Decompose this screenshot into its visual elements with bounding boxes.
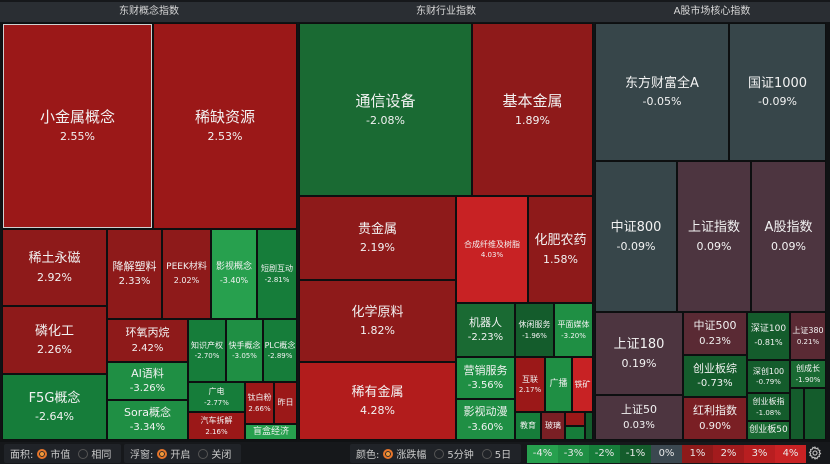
tile-core[interactable] [790, 388, 804, 440]
tile-industry[interactable] [565, 426, 585, 440]
color-option-change[interactable]: 涨跌幅 [383, 446, 426, 461]
tile-concept[interactable]: 环氧丙烷 2.42% [107, 319, 188, 362]
legend-item: -2% [589, 445, 620, 463]
tile-core[interactable]: 红利指数 0.90% [683, 397, 747, 440]
tile-core[interactable]: 深创100 -0.79% [747, 360, 790, 393]
tile-industry[interactable]: 贵金属 2.19% [299, 196, 456, 280]
legend-item: -4% [527, 445, 558, 463]
float-option-off[interactable]: 关闭 [198, 446, 231, 461]
legend-item: 0% [651, 445, 682, 463]
tile-industry[interactable]: 教育 [515, 412, 541, 440]
tile-concept[interactable]: PEEK材料 2.02% [162, 229, 211, 319]
color-legend: -4% -3% -2% -1% 0% 1% 2% 3% 4% [527, 445, 806, 463]
tile-industry[interactable]: 平面媒体 -3.20% [554, 303, 593, 357]
area-label: 面积: [10, 450, 34, 461]
tile-core[interactable]: 创业板50 [747, 421, 790, 440]
tile-industry[interactable]: 通信设备 -2.08% [299, 23, 472, 196]
tile-industry[interactable]: 影视动漫 -3.60% [456, 399, 515, 440]
footer-toolbar: 面积: 市值 相同 浮窗: 开启 关闭 颜色: 涨跌幅 5分钟 5日 -4% -… [0, 443, 830, 464]
tile-concept[interactable]: 稀土永磁 2.92% [2, 229, 107, 306]
radio-icon[interactable] [78, 448, 89, 459]
panel-title: 东财行业指数 [298, 2, 594, 22]
tile-concept[interactable]: 知识产权 -2.70% [188, 319, 226, 382]
legend-item: -1% [620, 445, 651, 463]
radio-icon[interactable] [481, 448, 492, 459]
tile-industry[interactable]: 广播 [545, 357, 572, 412]
tile-concept[interactable]: Sora概念 -3.34% [107, 400, 188, 440]
tile-industry[interactable]: 稀有金属 4.28% [299, 362, 456, 440]
legend-item: 4% [775, 445, 806, 463]
gear-icon[interactable] [808, 445, 822, 461]
tile-concept[interactable]: F5G概念 -2.64% [2, 374, 107, 440]
tile-industry[interactable] [585, 412, 593, 440]
tile-industry[interactable] [565, 412, 585, 426]
tile-industry[interactable]: 休闲服务 -1.96% [515, 303, 554, 357]
radio-icon[interactable] [198, 448, 209, 459]
tile-core[interactable]: 深证100 -0.81% [747, 312, 790, 360]
tile-concept[interactable]: 短剧互动 -2.81% [257, 229, 297, 319]
radio-icon[interactable] [434, 448, 445, 459]
legend-item: 1% [682, 445, 713, 463]
panel-title: A股市场核心指数 [594, 2, 830, 22]
area-option-equal[interactable]: 相同 [78, 446, 111, 461]
tile-concept[interactable]: 磷化工 2.26% [2, 306, 107, 374]
area-option-market-cap[interactable]: 市值 [37, 446, 70, 461]
tile-core[interactable]: A股指数 0.09% [751, 161, 826, 312]
tile-core[interactable]: 创业板指 -1.08% [747, 393, 790, 421]
tile-industry[interactable]: 化肥农药 1.58% [528, 196, 593, 303]
tile-concept[interactable]: 影视概念 -3.40% [211, 229, 257, 319]
radio-icon[interactable] [37, 448, 48, 459]
tile-concept[interactable]: 降解塑料 2.33% [107, 229, 162, 319]
color-option-5min[interactable]: 5分钟 [434, 446, 474, 461]
tile-industry[interactable]: 化学原料 1.82% [299, 280, 456, 362]
tile-core[interactable]: 东方财富全A -0.05% [595, 23, 729, 161]
tile-concept[interactable]: 稀缺资源 2.53% [153, 23, 297, 229]
color-option-group: 颜色: 涨跌幅 5分钟 5日 [350, 444, 522, 463]
legend-item: 2% [713, 445, 744, 463]
tile-concept[interactable]: PLC概念 -2.89% [263, 319, 297, 382]
tile-concept[interactable]: 广电 -2.77% [188, 382, 245, 412]
float-option-group: 浮窗: 开启 关闭 [124, 444, 242, 463]
tile-industry[interactable]: 营销服务 -3.56% [456, 357, 515, 399]
tile-concept[interactable]: 快手概念 -3.05% [226, 319, 263, 382]
tile-core[interactable]: 上证50 0.03% [595, 395, 683, 440]
float-option-on[interactable]: 开启 [157, 446, 190, 461]
tile-industry[interactable]: 机器人 -2.23% [456, 303, 515, 357]
color-option-5day[interactable]: 5日 [481, 446, 511, 461]
tile-industry[interactable]: 互联 2.17% [515, 357, 545, 412]
tile-core[interactable]: 中证500 0.23% [683, 312, 747, 355]
tile-core[interactable]: 上证180 0.19% [595, 312, 683, 395]
tile-core[interactable]: 中证800 -0.09% [595, 161, 677, 312]
tile-concept[interactable]: 汽车拆解 2.16% [188, 412, 245, 440]
legend-item: -3% [558, 445, 589, 463]
tile-core[interactable]: 上证指数 0.09% [677, 161, 751, 312]
panel-title: 东财概念指数 [0, 2, 298, 22]
color-label: 颜色: [356, 450, 380, 461]
tile-core[interactable]: 国证1000 -0.09% [729, 23, 826, 161]
tile-concept[interactable]: 钛白粉 2.66% [245, 382, 274, 424]
tile-industry[interactable]: 基本金属 1.89% [472, 23, 593, 196]
area-option-group: 面积: 市值 相同 [4, 444, 122, 463]
tile-concept[interactable]: 小金属概念 2.55% [2, 23, 153, 229]
tile-concept[interactable]: 盲盒经济 [245, 424, 297, 440]
tile-core[interactable] [804, 388, 826, 440]
float-label: 浮窗: [130, 450, 154, 461]
tile-core[interactable]: 创业板综 -0.73% [683, 355, 747, 397]
tile-concept[interactable]: AI语料 -3.26% [107, 362, 188, 400]
radio-icon[interactable] [157, 448, 168, 459]
tile-core[interactable]: 创成长 -1.90% [790, 360, 826, 388]
legend-item: 3% [744, 445, 775, 463]
tile-industry[interactable]: 铁矿 [572, 357, 593, 412]
radio-icon[interactable] [383, 448, 394, 459]
tile-industry[interactable]: 合成纤维及树脂 4.03% [456, 196, 528, 303]
tile-industry[interactable]: 玻璃 [541, 412, 565, 440]
tile-concept[interactable]: 昨日 [274, 382, 297, 424]
tile-core[interactable]: 上证380 0.21% [790, 312, 826, 360]
